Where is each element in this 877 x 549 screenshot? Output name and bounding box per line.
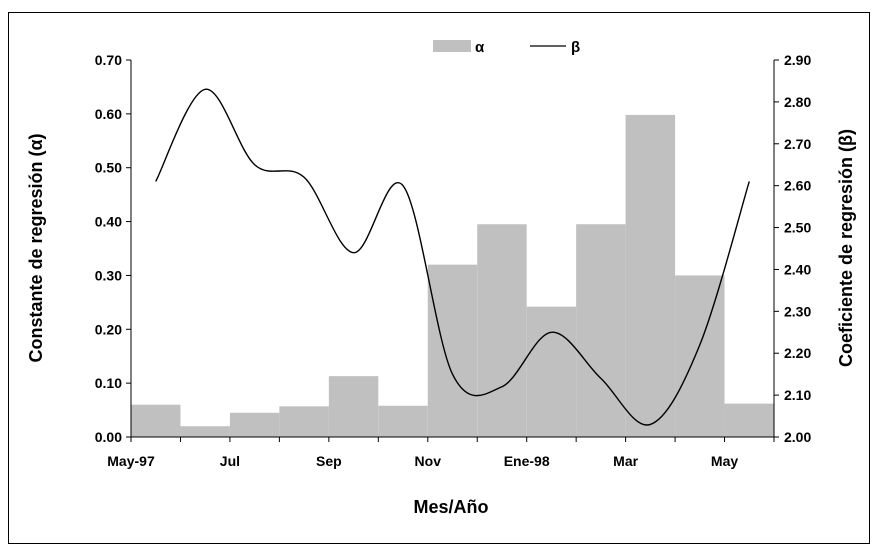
y-left-tick-label-2: 0.20	[95, 321, 122, 337]
alpha-bar-0	[131, 404, 181, 437]
y-left-tick-label-6: 0.60	[95, 106, 122, 122]
y-right-tick-label-3: 2.30	[784, 303, 811, 319]
x-tick-label-2: Jul	[220, 453, 240, 469]
alpha-bar-2	[229, 412, 280, 437]
x-tick-label-0: May-97	[107, 453, 155, 469]
y-axis-left-title: Constante de regresión (α)	[26, 133, 46, 362]
x-tick-label-10: Mar	[613, 453, 638, 469]
x-tick-label-8: Ene-98	[504, 453, 550, 469]
y-right-tick-label-0: 2.00	[784, 429, 811, 445]
alpha-bar-7	[477, 224, 527, 437]
y-right-tick-label-9: 2.90	[784, 52, 811, 68]
x-tick-label-12: May	[711, 453, 738, 469]
y-left-tick-label-0: 0.00	[95, 429, 122, 445]
alpha-bar-8	[526, 306, 577, 437]
y-left-tick-label-4: 0.40	[95, 214, 122, 230]
y-right-tick-label-2: 2.20	[784, 345, 811, 361]
y-right-tick-label-4: 2.40	[784, 261, 811, 277]
alpha-bar-11	[675, 275, 725, 437]
beta-line-group	[155, 88, 750, 426]
x-tick-label-6: Nov	[415, 453, 442, 469]
y-right-tick-label-1: 2.10	[784, 387, 811, 403]
alpha-bar-1	[180, 426, 230, 437]
y-left-tick-label-5: 0.50	[95, 160, 122, 176]
alpha-bar-10	[625, 114, 676, 437]
y-right-tick-label-8: 2.80	[784, 94, 811, 110]
alpha-bars	[131, 114, 774, 437]
beta-line	[155, 88, 750, 426]
x-tick-label-4: Sep	[316, 453, 342, 469]
y-right-tick-label-6: 2.60	[784, 178, 811, 194]
axes	[126, 59, 779, 442]
alpha-bar-6	[427, 264, 478, 437]
legend-alpha-swatch	[433, 40, 471, 52]
y-right-tick-label-5: 2.50	[784, 220, 811, 236]
alpha-bar-4	[328, 376, 379, 437]
tick-labels: 0.00 0.10 0.20 0.30 0.40 0.50 0.60 0.70 2.00 2.10…	[95, 52, 812, 469]
y-right-tick-label-7: 2.70	[784, 136, 811, 152]
y-left-tick-label-7: 0.70	[95, 52, 122, 68]
alpha-bar-9	[576, 224, 626, 437]
x-axis-title: Mes/Año	[413, 497, 488, 517]
y-left-tick-label-1: 0.10	[95, 375, 122, 391]
legend-alpha-label: α	[475, 39, 485, 56]
y-axis-right-title: Coeficiente de regresión (β)	[836, 129, 856, 367]
y-left-tick-label-3: 0.30	[95, 267, 122, 283]
legend: α β	[433, 39, 580, 56]
alpha-bar-12	[724, 403, 774, 437]
alpha-bar-5	[378, 405, 428, 437]
alpha-bar-3	[279, 406, 329, 437]
legend-beta-label: β	[571, 39, 580, 56]
